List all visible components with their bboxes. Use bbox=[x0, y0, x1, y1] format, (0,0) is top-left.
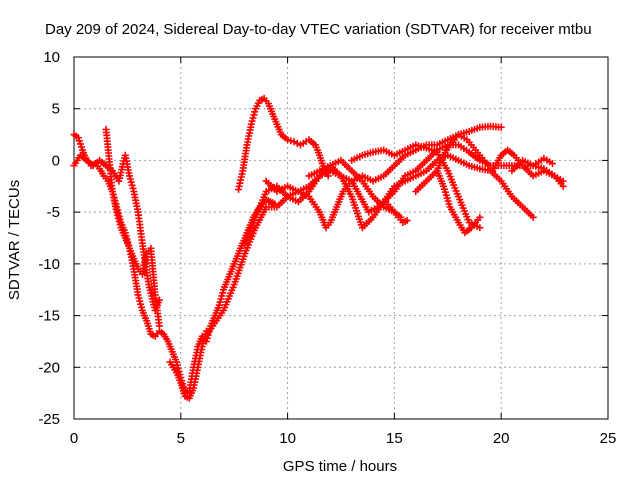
series-markers bbox=[262, 177, 411, 232]
series-arc-5 bbox=[235, 94, 332, 193]
series-arc-8 bbox=[262, 177, 411, 232]
series-arc-13 bbox=[433, 167, 484, 237]
series-markers bbox=[508, 154, 556, 175]
x-tick-label: 5 bbox=[177, 430, 185, 447]
series-arc-2 bbox=[102, 125, 163, 330]
series-markers bbox=[70, 151, 163, 314]
series-arc-9 bbox=[305, 151, 537, 232]
x-tick-label: 0 bbox=[70, 430, 78, 447]
x-axis-label: GPS time / hours bbox=[283, 458, 397, 475]
x-tick-label: 20 bbox=[493, 430, 510, 447]
chart-title: Day 209 of 2024, Sidereal Day-to-day VTE… bbox=[45, 21, 592, 38]
grid-lines bbox=[74, 57, 608, 419]
plot-frame bbox=[73, 56, 609, 420]
y-axis-label: SDTVAR / TECUs bbox=[6, 180, 23, 300]
series-arc-3 bbox=[70, 151, 163, 314]
series-markers bbox=[433, 167, 484, 237]
y-tick-label: -15 bbox=[38, 308, 60, 325]
series-arc-14 bbox=[508, 154, 556, 175]
series-arc-12 bbox=[412, 131, 567, 195]
series-markers bbox=[102, 125, 163, 330]
series-markers bbox=[412, 131, 567, 195]
series-markers bbox=[235, 94, 332, 193]
axis-ticks: 0 5 10 15 20 25 -25 -20 -15 -10 -5 0 5 10 bbox=[38, 49, 616, 447]
y-tick-label: -25 bbox=[38, 411, 60, 428]
y-tick-label: -5 bbox=[47, 204, 60, 221]
y-tick-label: 5 bbox=[52, 101, 60, 118]
x-tick-label: 15 bbox=[386, 430, 403, 447]
y-tick-label: 10 bbox=[43, 49, 60, 66]
y-tick-label: 0 bbox=[52, 152, 60, 169]
y-tick-label: -10 bbox=[38, 256, 60, 273]
series-markers bbox=[305, 151, 537, 232]
x-tick-label: 25 bbox=[600, 430, 617, 447]
y-tick-label: -20 bbox=[38, 359, 60, 376]
data-series bbox=[70, 94, 567, 402]
x-tick-label: 10 bbox=[279, 430, 296, 447]
